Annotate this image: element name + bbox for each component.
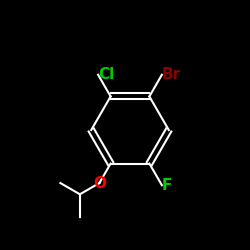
Text: Br: Br: [162, 67, 181, 82]
Text: F: F: [162, 178, 172, 193]
Text: O: O: [93, 176, 106, 190]
Text: Cl: Cl: [98, 67, 114, 82]
